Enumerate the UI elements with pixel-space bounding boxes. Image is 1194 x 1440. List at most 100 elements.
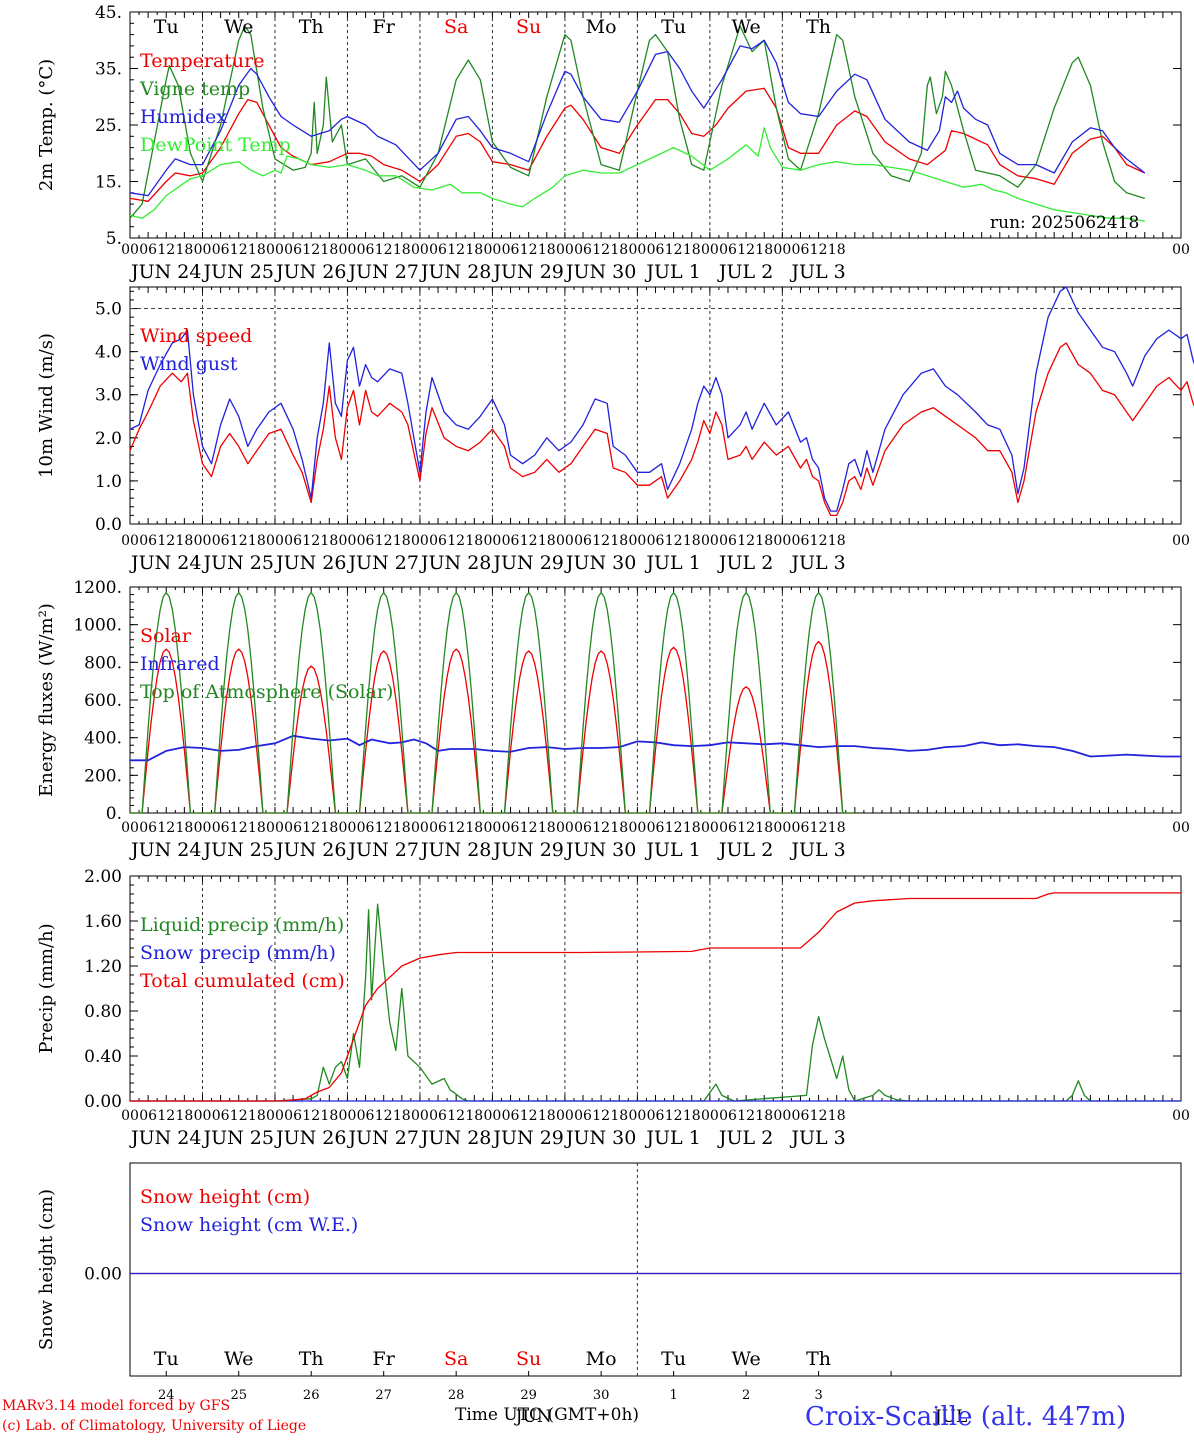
hour-label: 06 — [212, 533, 230, 549]
day-label: JUL 1 — [644, 552, 700, 574]
hour-label: 06 — [574, 533, 592, 549]
hour-label: 00 — [628, 242, 646, 258]
weekday-label: Sa — [444, 16, 468, 38]
hour-label: 00 — [194, 1108, 212, 1124]
hour-label: 12 — [375, 820, 393, 836]
hour-label: 06 — [284, 820, 302, 836]
legend-entry: Snow height (cm W.E.) — [140, 1214, 358, 1236]
hour-label: 06 — [792, 820, 810, 836]
hour-label: 06 — [647, 820, 665, 836]
hour-label: 06 — [429, 820, 447, 836]
day-number: 29 — [520, 1388, 537, 1403]
hour-label: 12 — [375, 1108, 393, 1124]
hour-label: 00 — [411, 242, 429, 258]
day-label: JUL 3 — [789, 552, 845, 574]
weekday-label: Su — [516, 16, 541, 38]
day-label: JUL 2 — [717, 261, 773, 283]
hour-label: 18 — [828, 1108, 846, 1124]
hour-label: 12 — [592, 820, 610, 836]
hour-label: 06 — [502, 820, 520, 836]
hour-label: 06 — [357, 1108, 375, 1124]
y-tick-label: 2.0 — [95, 429, 122, 449]
hour-label: 06 — [502, 242, 520, 258]
hour-label: 00 — [701, 820, 719, 836]
hour-label: 18 — [393, 533, 411, 549]
legend-entry: Solar — [140, 625, 192, 647]
hour-label: 12 — [810, 1108, 828, 1124]
hour-label: 06 — [212, 820, 230, 836]
hour-label: 00 — [556, 533, 574, 549]
hour-label: 06 — [429, 533, 447, 549]
hour-label: 18 — [755, 242, 773, 258]
y-axis-title: 10m Wind (m/s) — [36, 333, 57, 478]
legend-entry: Wind gust — [140, 353, 238, 375]
series-line-2-1 — [130, 734, 1181, 762]
series-line-0-2 — [129, 39, 1146, 197]
hour-label: 00 — [483, 820, 501, 836]
day-number: 3 — [814, 1388, 822, 1403]
y-tick-label: 800. — [84, 653, 122, 673]
hour-label: 12 — [810, 242, 828, 258]
y-axis-title: Snow height (cm) — [36, 1189, 57, 1350]
hour-label: 18 — [248, 242, 266, 258]
hour-label: 06 — [212, 242, 230, 258]
day-label: JUN 26 — [274, 839, 346, 861]
day-label: JUL 2 — [717, 839, 773, 861]
hour-label: 06 — [792, 533, 810, 549]
day-label: JUN 29 — [491, 552, 563, 574]
hour-label: 06 — [284, 533, 302, 549]
y-tick-label: 15. — [95, 173, 122, 193]
day-label: JUN 29 — [491, 839, 563, 861]
y-tick-label: 45. — [95, 3, 122, 23]
day-label: JUN 28 — [419, 1127, 491, 1149]
series-curves — [129, 25, 1194, 1275]
hour-label: 12 — [157, 820, 175, 836]
hour-label: 18 — [610, 533, 628, 549]
weekday-label: Th — [806, 16, 831, 38]
hour-label: 18 — [175, 820, 193, 836]
legend-entry: Humidex — [140, 106, 227, 128]
hour-label: 18 — [248, 1108, 266, 1124]
day-label: JUN 25 — [201, 552, 273, 574]
hour-label: 06 — [357, 820, 375, 836]
day-label: JUN 25 — [201, 261, 273, 283]
hour-label: 12 — [157, 1108, 175, 1124]
day-label: JUL 1 — [644, 839, 700, 861]
y-tick-label: 0.00 — [84, 1265, 122, 1285]
y-tick-label: 1.20 — [84, 957, 122, 977]
hour-label: 00 — [339, 1108, 357, 1124]
hour-label: 12 — [230, 1108, 248, 1124]
hour-label: 06 — [719, 533, 737, 549]
model-credit: MARv3.14 model forced by GFS — [2, 1398, 231, 1414]
hour-label: 12 — [447, 1108, 465, 1124]
hour-label: 06 — [719, 1108, 737, 1124]
day-number: 28 — [448, 1388, 465, 1403]
hour-label: 06 — [284, 242, 302, 258]
hour-label: 18 — [465, 1108, 483, 1124]
hour-label: 12 — [737, 1108, 755, 1124]
y-tick-label: 3.0 — [95, 386, 122, 406]
day-label: JUN 26 — [274, 1127, 346, 1149]
run-label: run: 2025062418 — [990, 213, 1139, 233]
y-tick-label: 2.00 — [84, 867, 122, 887]
panel-frame — [129, 1162, 1182, 1377]
hour-label: 06 — [429, 242, 447, 258]
day-label: JUN 30 — [564, 261, 636, 283]
hour-label: 12 — [302, 533, 320, 549]
hour-label: 18 — [175, 1108, 193, 1124]
hour-label: 18 — [610, 1108, 628, 1124]
hour-label: 18 — [320, 533, 338, 549]
hour-label: 18 — [538, 242, 556, 258]
series-line-0-0 — [129, 87, 1146, 202]
day-label: JUN 26 — [274, 552, 346, 574]
day-label: JUN 24 — [129, 839, 201, 861]
hour-label: 00 — [483, 533, 501, 549]
hour-label: 18 — [465, 820, 483, 836]
hour-label: 06 — [647, 1108, 665, 1124]
day-label: JUN 26 — [274, 261, 346, 283]
series-line-1-1 — [129, 286, 1194, 512]
hour-label: 18 — [828, 820, 846, 836]
hour-label: 12 — [230, 820, 248, 836]
hour-label: 00 — [628, 820, 646, 836]
day-number: 26 — [303, 1388, 320, 1403]
